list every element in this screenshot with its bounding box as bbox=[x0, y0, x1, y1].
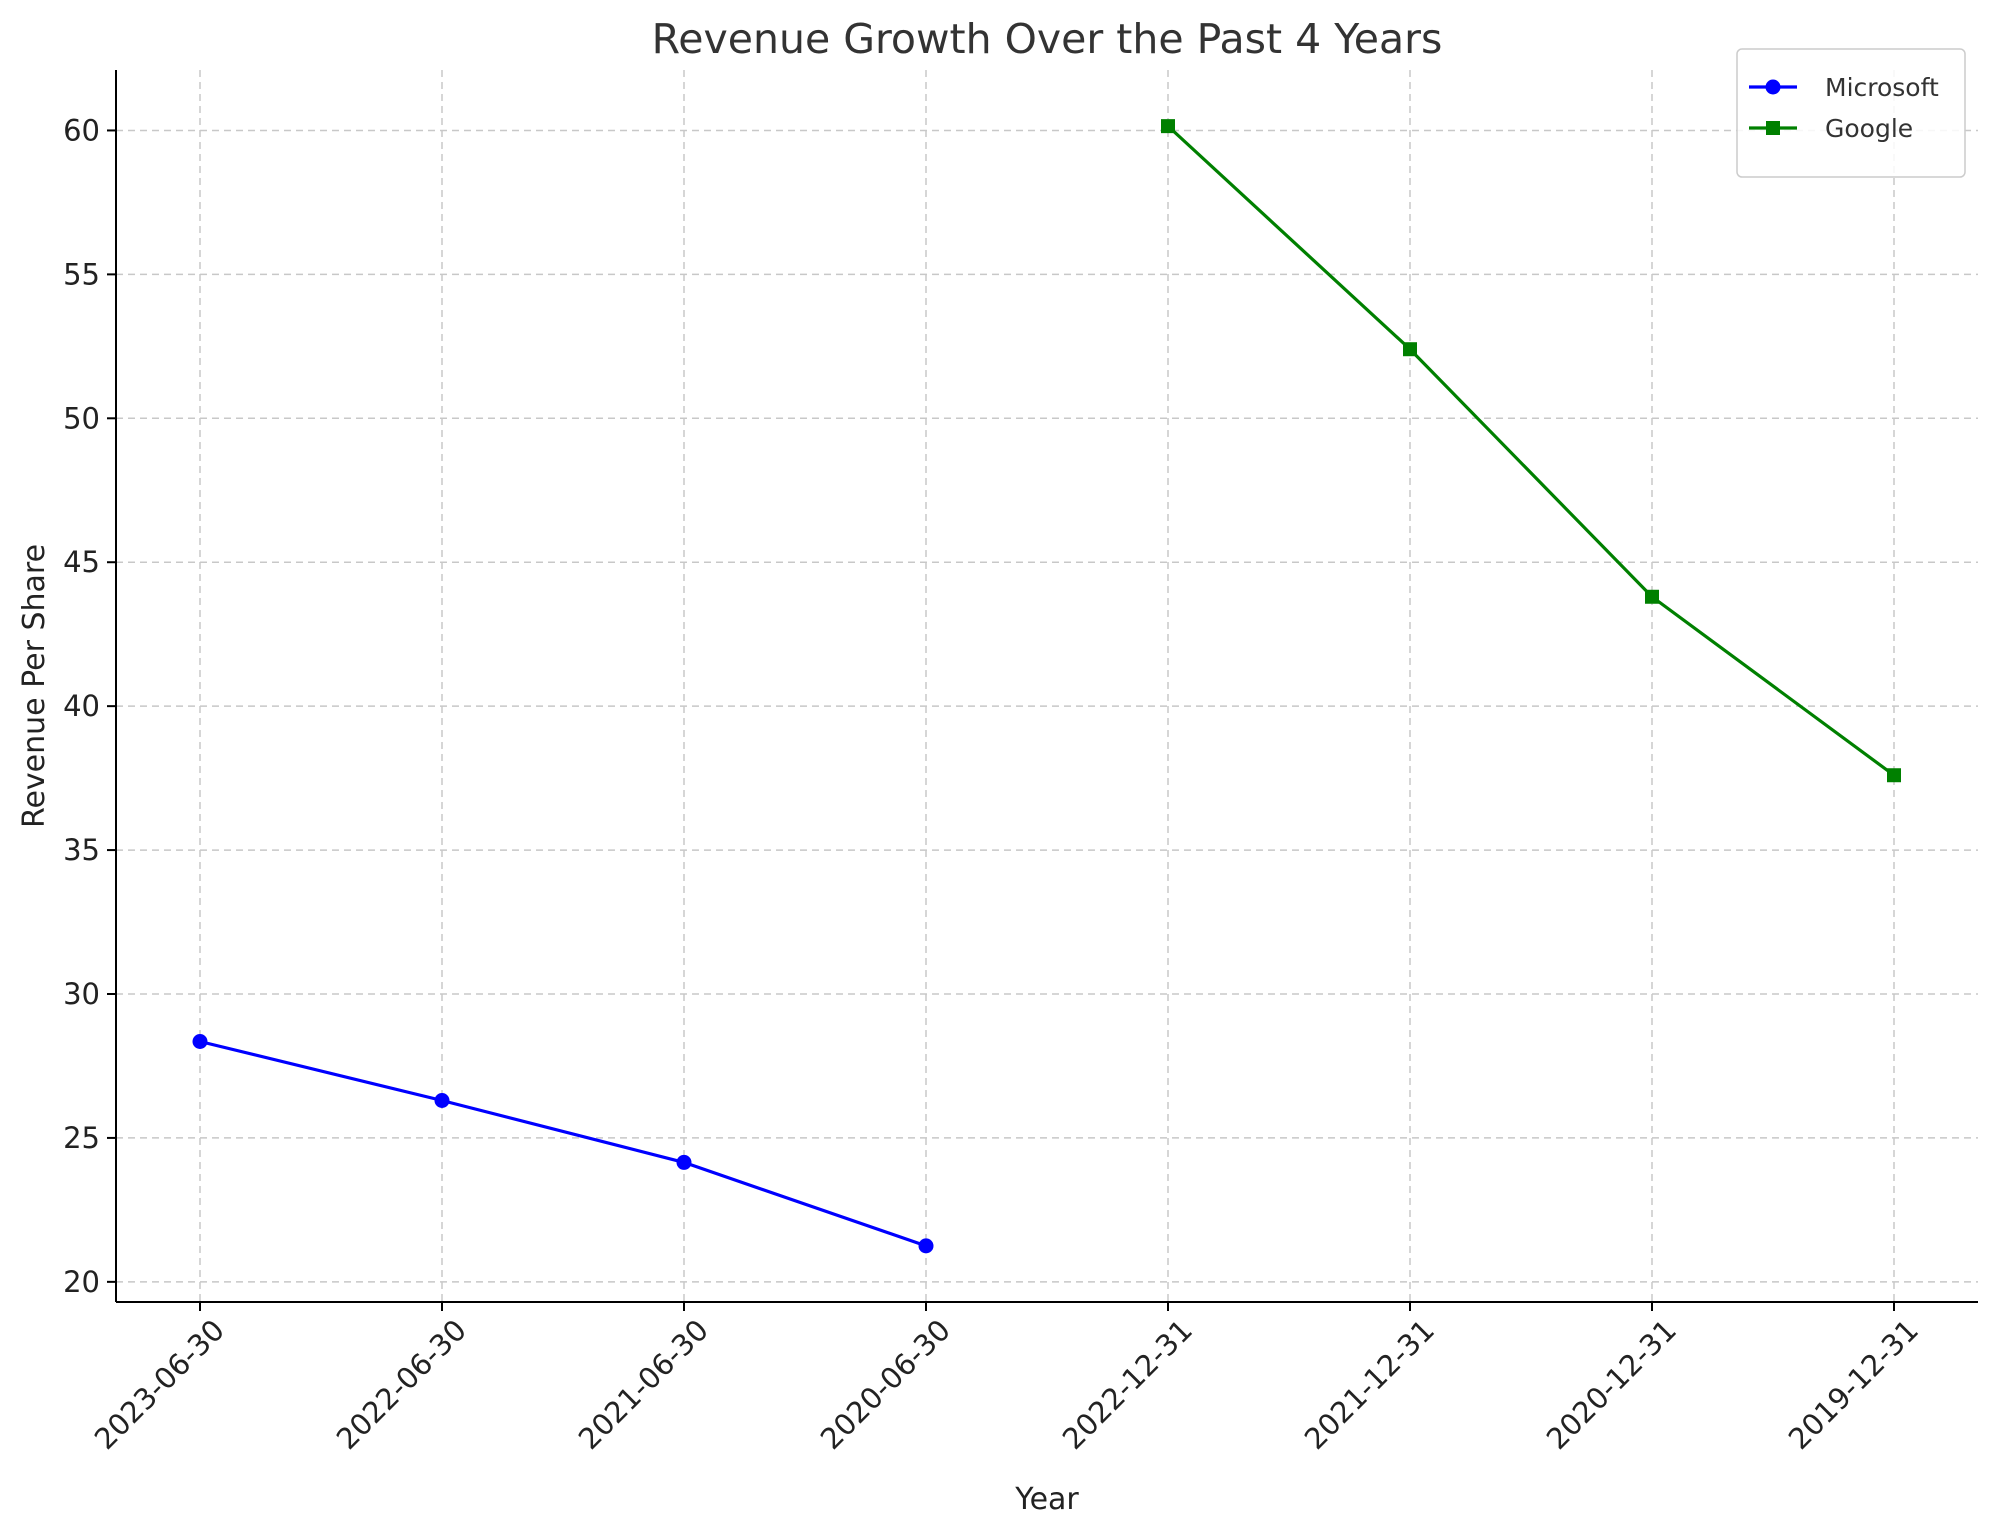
series-microsoft bbox=[192, 1033, 934, 1254]
y-tick-label: 25 bbox=[63, 1121, 100, 1155]
x-tick-label: 2020-12-31 bbox=[1540, 1313, 1683, 1456]
microsoft-data-point bbox=[918, 1238, 934, 1254]
legend-label-microsoft: Microsoft bbox=[1825, 73, 1939, 102]
microsoft-data-point bbox=[192, 1033, 208, 1049]
google-data-point bbox=[1887, 768, 1901, 783]
x-tick-label: 2021-06-30 bbox=[572, 1313, 715, 1456]
microsoft-series-line bbox=[199, 1039, 927, 1248]
x-axis-label: Year bbox=[1014, 1482, 1079, 1517]
x-tick-label: 2020-06-30 bbox=[814, 1313, 957, 1456]
legend-marker-microsoft bbox=[1765, 79, 1781, 95]
series-google bbox=[1161, 119, 1901, 783]
x-tick-label: 2023-06-30 bbox=[88, 1313, 231, 1456]
x-tick-label: 2019-12-31 bbox=[1782, 1313, 1925, 1456]
legend-label-google: Google bbox=[1825, 114, 1913, 143]
legend: Microsoft Google bbox=[1736, 48, 1966, 178]
y-axis-label: Revenue Per Share bbox=[17, 544, 52, 828]
x-tick-label: 2021-12-31 bbox=[1298, 1313, 1441, 1456]
microsoft-data-point bbox=[676, 1154, 692, 1170]
legend-entry-microsoft: Microsoft bbox=[1749, 73, 1939, 102]
x-tick-label: 2022-06-30 bbox=[330, 1313, 473, 1456]
y-tick-label: 40 bbox=[63, 689, 100, 723]
y-tick-label: 30 bbox=[63, 977, 100, 1011]
legend-marker-google bbox=[1766, 121, 1780, 135]
y-tick-label: 20 bbox=[63, 1265, 100, 1299]
y-tick-label: 35 bbox=[63, 833, 100, 867]
grid-layer bbox=[116, 70, 1978, 1302]
y-tick-label: 45 bbox=[63, 545, 100, 579]
google-data-point bbox=[1403, 342, 1417, 357]
y-tick-label: 55 bbox=[63, 257, 100, 291]
y-tick-label: 60 bbox=[63, 113, 100, 147]
series-layer bbox=[192, 119, 1901, 1254]
google-data-point bbox=[1161, 119, 1175, 134]
axes-layer: 20 25 30 35 40 45 50 55 60 2023-06-30 2022-06-30 20… bbox=[63, 70, 1978, 1456]
microsoft-data-point bbox=[434, 1093, 450, 1109]
y-tick-label: 50 bbox=[63, 401, 100, 435]
legend-box bbox=[1736, 48, 1966, 178]
legend-entry-google: Google bbox=[1749, 114, 1913, 143]
x-tick-label: 2022-12-31 bbox=[1056, 1313, 1199, 1456]
google-data-point bbox=[1645, 589, 1659, 604]
chart-title: Revenue Growth Over the Past 4 Years bbox=[652, 15, 1443, 63]
google-series-line bbox=[1166, 124, 1895, 777]
